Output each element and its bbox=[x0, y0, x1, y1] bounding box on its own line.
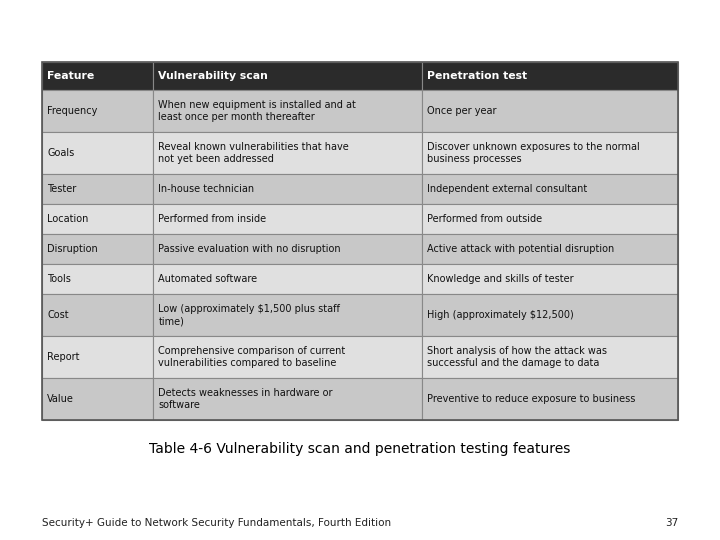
Bar bbox=[153, 90, 422, 132]
Text: Active attack with potential disruption: Active attack with potential disruption bbox=[427, 244, 614, 254]
Bar bbox=[422, 294, 678, 336]
Text: Feature: Feature bbox=[47, 71, 94, 81]
Bar bbox=[422, 90, 678, 132]
Bar bbox=[153, 336, 422, 378]
Bar bbox=[42, 132, 153, 174]
Text: Discover unknown exposures to the normal
business processes: Discover unknown exposures to the normal… bbox=[427, 142, 639, 164]
Bar bbox=[42, 264, 153, 294]
Bar bbox=[42, 378, 153, 420]
Text: Preventive to reduce exposure to business: Preventive to reduce exposure to busines… bbox=[427, 394, 635, 404]
Text: Security+ Guide to Network Security Fundamentals, Fourth Edition: Security+ Guide to Network Security Fund… bbox=[42, 518, 391, 528]
Text: Report: Report bbox=[47, 352, 79, 362]
Bar bbox=[422, 132, 678, 174]
Text: Comprehensive comparison of current
vulnerabilities compared to baseline: Comprehensive comparison of current vuln… bbox=[158, 346, 346, 368]
Text: Low (approximately $1,500 plus staff
time): Low (approximately $1,500 plus staff tim… bbox=[158, 304, 340, 326]
Text: Detects weaknesses in hardware or
software: Detects weaknesses in hardware or softwa… bbox=[158, 388, 333, 410]
Text: Knowledge and skills of tester: Knowledge and skills of tester bbox=[427, 274, 573, 284]
Text: Once per year: Once per year bbox=[427, 106, 496, 116]
Bar bbox=[42, 90, 153, 132]
Bar bbox=[42, 234, 153, 264]
Bar bbox=[422, 336, 678, 378]
Bar bbox=[42, 174, 153, 204]
Text: Tools: Tools bbox=[47, 274, 71, 284]
Text: Location: Location bbox=[47, 214, 89, 224]
Bar bbox=[153, 204, 422, 234]
Text: Automated software: Automated software bbox=[158, 274, 258, 284]
Text: Performed from outside: Performed from outside bbox=[427, 214, 542, 224]
Text: Value: Value bbox=[47, 394, 74, 404]
Bar bbox=[153, 234, 422, 264]
Bar bbox=[153, 378, 422, 420]
Text: Performed from inside: Performed from inside bbox=[158, 214, 266, 224]
Text: When new equipment is installed and at
least once per month thereafter: When new equipment is installed and at l… bbox=[158, 100, 356, 122]
Bar bbox=[422, 234, 678, 264]
Text: Tester: Tester bbox=[47, 184, 76, 194]
Text: In-house technician: In-house technician bbox=[158, 184, 254, 194]
Bar bbox=[153, 264, 422, 294]
Text: Disruption: Disruption bbox=[47, 244, 98, 254]
Bar bbox=[42, 204, 153, 234]
Text: 37: 37 bbox=[665, 518, 678, 528]
Bar bbox=[42, 294, 153, 336]
Bar bbox=[153, 132, 422, 174]
Text: Table 4-6 Vulnerability scan and penetration testing features: Table 4-6 Vulnerability scan and penetra… bbox=[149, 442, 571, 456]
Text: Frequency: Frequency bbox=[47, 106, 97, 116]
Text: Independent external consultant: Independent external consultant bbox=[427, 184, 587, 194]
Bar bbox=[422, 204, 678, 234]
Bar bbox=[422, 264, 678, 294]
Bar bbox=[422, 378, 678, 420]
Bar bbox=[42, 336, 153, 378]
Bar bbox=[153, 62, 422, 90]
Text: Goals: Goals bbox=[47, 148, 74, 158]
Bar bbox=[422, 174, 678, 204]
Text: Passive evaluation with no disruption: Passive evaluation with no disruption bbox=[158, 244, 341, 254]
Bar bbox=[422, 62, 678, 90]
Text: Short analysis of how the attack was
successful and the damage to data: Short analysis of how the attack was suc… bbox=[427, 346, 607, 368]
Bar bbox=[153, 294, 422, 336]
Text: Penetration test: Penetration test bbox=[427, 71, 527, 81]
Bar bbox=[42, 62, 153, 90]
Text: Cost: Cost bbox=[47, 310, 68, 320]
Bar bbox=[42, 62, 678, 420]
Bar bbox=[153, 174, 422, 204]
Text: Reveal known vulnerabilities that have
not yet been addressed: Reveal known vulnerabilities that have n… bbox=[158, 142, 349, 164]
Text: High (approximately $12,500): High (approximately $12,500) bbox=[427, 310, 573, 320]
Text: Vulnerability scan: Vulnerability scan bbox=[158, 71, 268, 81]
